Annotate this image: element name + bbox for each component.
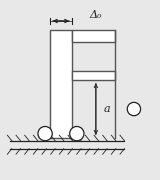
Circle shape (70, 127, 84, 141)
Bar (50, 30, 72, 138)
Circle shape (127, 102, 141, 116)
Text: Δ₀: Δ₀ (89, 10, 102, 20)
Circle shape (38, 127, 52, 141)
Bar (72, 30, 115, 42)
Bar (72, 71, 115, 80)
Text: a: a (104, 104, 110, 114)
